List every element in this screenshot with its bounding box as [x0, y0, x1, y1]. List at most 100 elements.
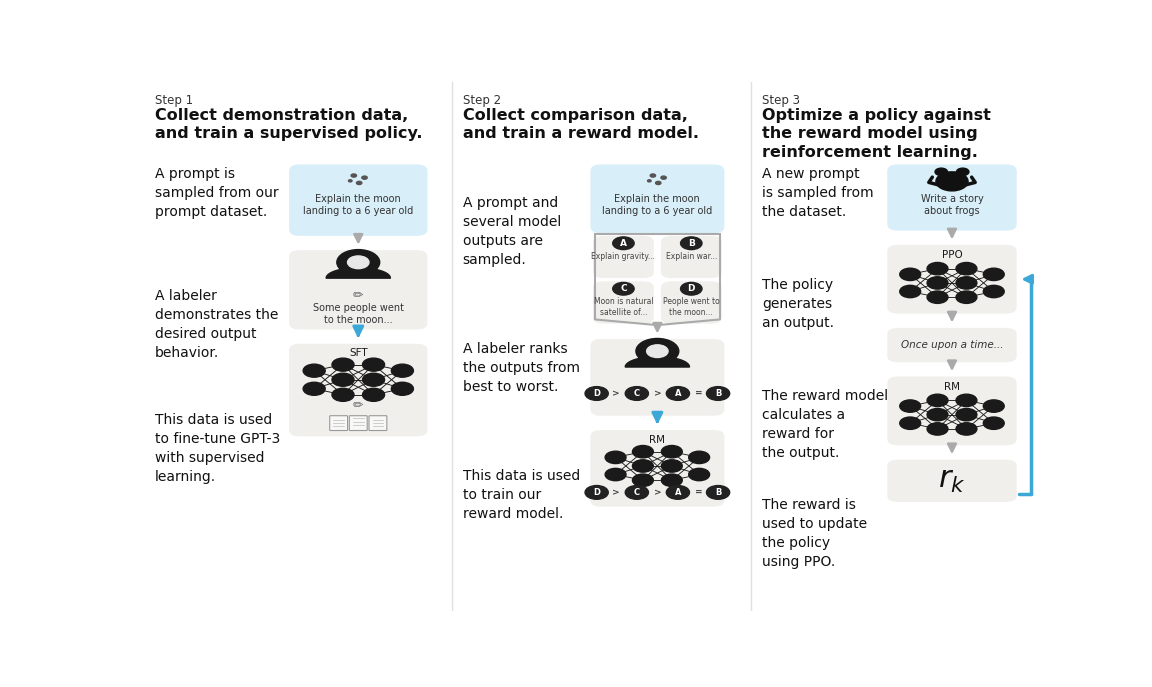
Circle shape	[984, 268, 1005, 280]
Circle shape	[956, 291, 977, 304]
Circle shape	[362, 176, 367, 179]
Circle shape	[927, 409, 948, 421]
Circle shape	[900, 268, 920, 280]
Circle shape	[348, 180, 353, 182]
Circle shape	[605, 469, 626, 481]
Polygon shape	[626, 357, 690, 367]
FancyBboxPatch shape	[369, 416, 387, 431]
Circle shape	[647, 180, 651, 182]
Text: Explain gravity...: Explain gravity...	[591, 251, 655, 261]
Circle shape	[613, 282, 634, 295]
Text: This data is used
to fine-tune GPT-3
with supervised
learning.: This data is used to fine-tune GPT-3 wit…	[154, 413, 280, 484]
Circle shape	[984, 285, 1005, 297]
Text: A new prompt
is sampled from
the dataset.: A new prompt is sampled from the dataset…	[761, 167, 873, 219]
Text: A labeler ranks
the outputs from
best to worst.: A labeler ranks the outputs from best to…	[463, 341, 579, 394]
Text: This data is used
to train our
reward model.: This data is used to train our reward mo…	[463, 469, 579, 521]
Circle shape	[935, 172, 968, 191]
Circle shape	[984, 400, 1005, 412]
Text: RM: RM	[943, 382, 960, 392]
Circle shape	[356, 181, 362, 185]
Polygon shape	[326, 268, 391, 278]
Text: SFT: SFT	[349, 348, 367, 358]
Text: A labeler
demonstrates the
desired output
behavior.: A labeler demonstrates the desired outpu…	[154, 289, 278, 359]
Circle shape	[661, 176, 666, 179]
FancyBboxPatch shape	[289, 344, 427, 436]
Circle shape	[956, 423, 977, 435]
Circle shape	[655, 181, 661, 185]
FancyBboxPatch shape	[329, 416, 348, 431]
Circle shape	[332, 388, 354, 401]
Text: Explain the moon
landing to a 6 year old: Explain the moon landing to a 6 year old	[303, 194, 414, 216]
Circle shape	[605, 451, 626, 464]
Circle shape	[613, 237, 634, 249]
Circle shape	[392, 382, 414, 395]
Text: The policy
generates
an output.: The policy generates an output.	[761, 278, 834, 330]
Circle shape	[632, 460, 653, 472]
Circle shape	[927, 291, 948, 304]
FancyBboxPatch shape	[593, 282, 654, 324]
Circle shape	[984, 417, 1005, 429]
Circle shape	[927, 394, 948, 407]
Circle shape	[626, 486, 649, 499]
FancyBboxPatch shape	[887, 245, 1017, 313]
Text: Collect demonstration data,
and train a supervised policy.: Collect demonstration data, and train a …	[154, 108, 423, 142]
Text: A prompt and
several model
outputs are
sampled.: A prompt and several model outputs are s…	[463, 196, 561, 267]
Text: The reward model
calculates a
reward for
the output.: The reward model calculates a reward for…	[761, 390, 888, 460]
Circle shape	[956, 277, 977, 289]
Text: Explain the moon
landing to a 6 year old: Explain the moon landing to a 6 year old	[602, 194, 712, 216]
FancyBboxPatch shape	[349, 416, 367, 431]
Circle shape	[626, 387, 649, 401]
Text: B: B	[715, 488, 721, 497]
Text: D: D	[688, 284, 695, 293]
FancyBboxPatch shape	[289, 164, 427, 236]
Circle shape	[363, 388, 385, 401]
Circle shape	[956, 168, 969, 176]
Circle shape	[935, 168, 947, 176]
Circle shape	[303, 364, 325, 377]
Text: Write a story
about frogs: Write a story about frogs	[920, 194, 984, 216]
Circle shape	[927, 277, 948, 289]
Circle shape	[689, 451, 710, 464]
Circle shape	[689, 469, 710, 481]
Circle shape	[661, 474, 682, 486]
Circle shape	[956, 394, 977, 407]
Text: B: B	[688, 239, 695, 248]
Text: ✏: ✏	[353, 290, 364, 303]
Circle shape	[636, 339, 679, 364]
Text: D: D	[593, 389, 600, 398]
FancyBboxPatch shape	[590, 164, 725, 233]
Text: C: C	[620, 284, 627, 293]
Text: PPO: PPO	[941, 250, 962, 260]
FancyBboxPatch shape	[887, 328, 1017, 362]
Text: =: =	[695, 389, 703, 398]
Circle shape	[666, 387, 690, 401]
Circle shape	[303, 382, 325, 395]
Text: $r_k$: $r_k$	[938, 466, 965, 495]
Text: RM: RM	[650, 436, 666, 445]
Text: >: >	[613, 488, 620, 497]
Circle shape	[666, 486, 690, 499]
Circle shape	[348, 256, 369, 269]
FancyBboxPatch shape	[661, 282, 721, 324]
Circle shape	[900, 417, 920, 429]
FancyBboxPatch shape	[661, 236, 721, 278]
Circle shape	[956, 262, 977, 275]
Text: Moon is natural
satellite of...: Moon is natural satellite of...	[593, 297, 653, 317]
Text: Step 1: Step 1	[154, 94, 192, 107]
Circle shape	[706, 486, 729, 499]
Circle shape	[646, 345, 668, 357]
Text: A: A	[675, 389, 681, 398]
Circle shape	[585, 387, 608, 401]
Text: D: D	[593, 488, 600, 497]
FancyBboxPatch shape	[887, 164, 1017, 231]
Circle shape	[927, 423, 948, 435]
Circle shape	[900, 400, 920, 412]
Circle shape	[363, 373, 385, 386]
FancyBboxPatch shape	[887, 376, 1017, 445]
Circle shape	[363, 358, 385, 371]
Text: A: A	[620, 239, 627, 248]
Text: >: >	[653, 488, 661, 497]
Text: The reward is
used to update
the policy
using PPO.: The reward is used to update the policy …	[761, 497, 867, 569]
Circle shape	[681, 237, 702, 249]
Circle shape	[681, 282, 702, 295]
